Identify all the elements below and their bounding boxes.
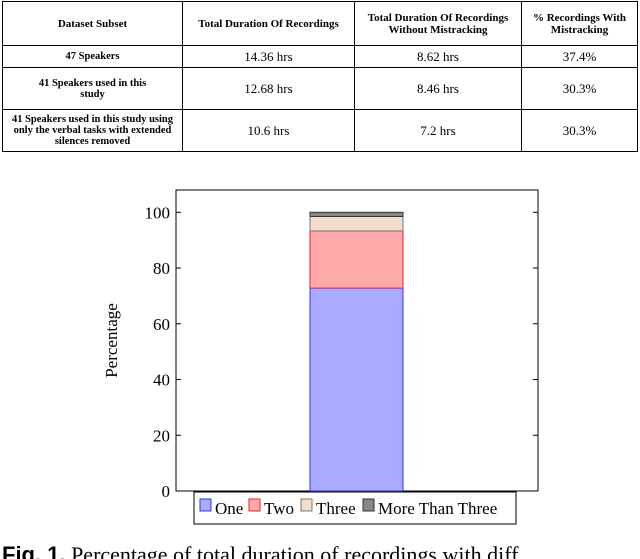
caption-label: Fig. 1. [2, 542, 66, 559]
legend-label-two: Two [264, 499, 294, 518]
table-row: 41 Speakers used in this study using onl… [2, 109, 638, 152]
cell-subset: 41 Speakers used in this study using onl… [2, 109, 183, 152]
header-total-duration: Total Duration Of Recordings [182, 1, 355, 46]
legend-label-more-than-three: More Than Three [378, 499, 497, 518]
table-row: 47 Speakers 14.36 hrs 8.62 hrs 37.4% [2, 45, 638, 68]
legend-label-one: One [215, 499, 243, 518]
y-tick-label: 20 [153, 426, 170, 445]
cell-without: 7.2 hrs [354, 109, 522, 152]
cell-without: 8.62 hrs [354, 45, 522, 68]
cell-subset: 41 Speakers used in this study [2, 67, 183, 110]
dataset-table: Dataset Subset Total Duration Of Recordi… [2, 1, 638, 152]
caption-text: Percentage of total duration of recordin… [71, 542, 519, 559]
y-axis-label: Percentage [102, 303, 121, 378]
legend-box [193, 491, 517, 525]
header-pct-mistracking: % Recordings With Mistracking [521, 1, 638, 46]
stacked-bar-chart: 0 20 40 60 80 100 Percentage One Two Three More Th… [102, 189, 539, 525]
cell-pct: 30.3% [521, 67, 638, 110]
legend-swatch-two [248, 498, 261, 512]
legend-swatch-three [300, 498, 313, 512]
figure-caption: Fig. 1. Percentage of total duration of … [2, 540, 640, 559]
cell-without: 8.46 hrs [354, 67, 522, 110]
bar-segment-more-than-three [309, 211, 404, 217]
cell-total: 10.6 hrs [182, 109, 355, 152]
legend-label-three: Three [316, 499, 356, 518]
y-tick-label: 40 [153, 371, 170, 390]
header-dataset-subset: Dataset Subset [2, 1, 183, 46]
table-header-row: Dataset Subset Total Duration Of Recordi… [2, 1, 638, 46]
cell-pct: 30.3% [521, 109, 638, 152]
y-tick-label: 100 [145, 203, 171, 222]
bar-segment-one [309, 287, 404, 492]
y-tick-label: 0 [162, 482, 171, 501]
legend-swatch-one [199, 498, 212, 512]
legend-swatch-more-than-three [362, 498, 375, 512]
y-tick-label: 80 [153, 259, 170, 278]
bar-segment-two [309, 230, 404, 289]
y-tick-label: 60 [153, 315, 170, 334]
bar-segment-three [309, 215, 404, 232]
